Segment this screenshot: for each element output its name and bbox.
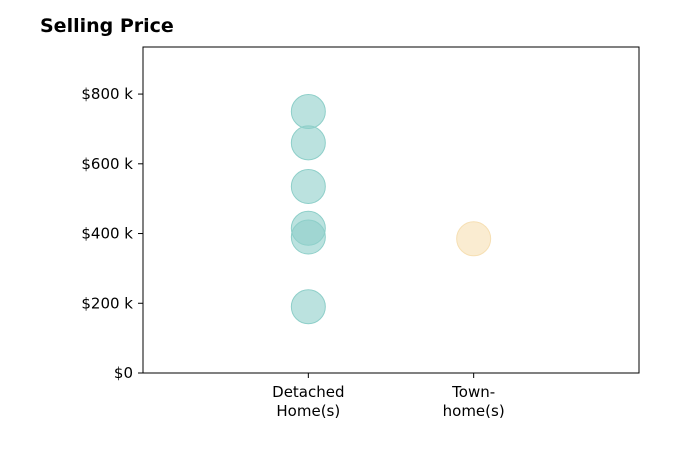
data-point [290, 168, 326, 204]
y-axis: $0 $200 k $400 k $600 k $800 k [81, 85, 143, 382]
y-tick-label: $600 k [81, 155, 133, 173]
data-point [290, 125, 326, 161]
y-tick-label: $800 k [81, 85, 133, 103]
x-tick-label: Town-home(s) [443, 383, 505, 420]
plot-frame [142, 46, 640, 374]
x-tick-label: Detached Home(s) [272, 383, 344, 420]
x-axis: Detached Home(s) Town-home(s) [272, 373, 505, 420]
data-point [290, 219, 326, 255]
y-tick-label: $400 k [81, 225, 133, 243]
data-point [456, 221, 492, 257]
y-tick-label: $200 k [81, 294, 133, 312]
chart-title: Selling Price [40, 15, 174, 37]
data-point [290, 289, 326, 325]
data-point [290, 94, 326, 130]
data-points [290, 94, 492, 325]
y-tick-label: $0 [114, 364, 133, 382]
